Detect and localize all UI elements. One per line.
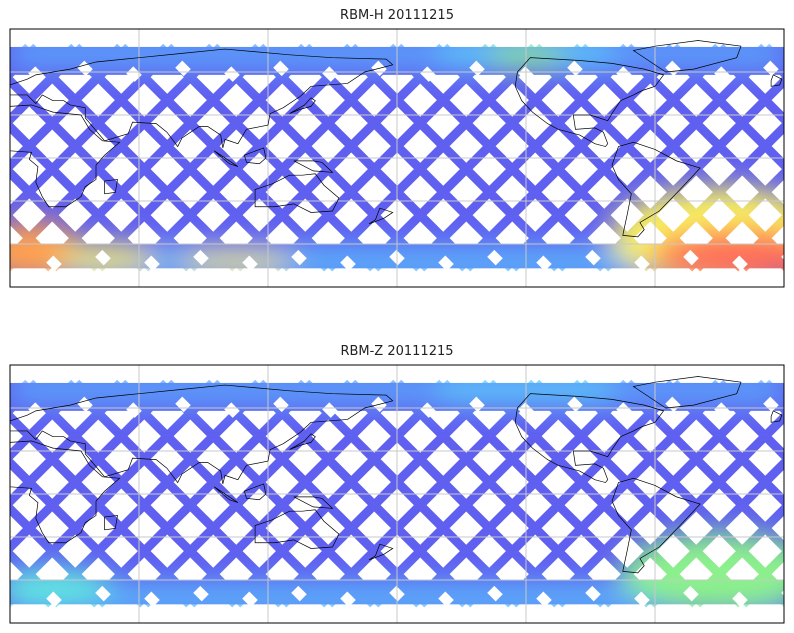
coastline <box>514 393 665 483</box>
coastline <box>10 384 394 485</box>
coastline <box>293 496 334 509</box>
coastline <box>243 147 267 165</box>
coastline <box>104 515 118 531</box>
map-panel-H <box>9 28 785 288</box>
coastline <box>770 410 783 423</box>
coastline <box>514 57 665 147</box>
coastline <box>214 150 239 167</box>
map-title-rbm-z: RBM-Z 20111215 <box>340 344 454 359</box>
coastline <box>254 173 340 213</box>
coastline <box>289 433 316 450</box>
coastline <box>243 483 267 501</box>
coastline <box>10 440 121 544</box>
coastline <box>611 141 701 238</box>
map-panel-Z <box>9 364 785 624</box>
coastline <box>368 207 394 225</box>
coastline <box>214 486 239 503</box>
coastline <box>632 376 742 409</box>
coastline <box>770 74 783 87</box>
map-frame <box>9 28 785 288</box>
coastline <box>104 179 118 195</box>
coastline <box>254 509 340 549</box>
coastline <box>368 543 394 561</box>
coastlines <box>10 40 783 238</box>
coastline <box>293 160 334 173</box>
coastline <box>611 477 701 574</box>
coastlines <box>10 376 783 574</box>
coastline <box>10 104 121 208</box>
coastline <box>632 40 742 73</box>
map-title-rbm-h: RBM-H 20111215 <box>340 8 454 23</box>
coastline <box>10 48 394 149</box>
map-frame <box>9 364 785 624</box>
coastline <box>289 97 316 114</box>
